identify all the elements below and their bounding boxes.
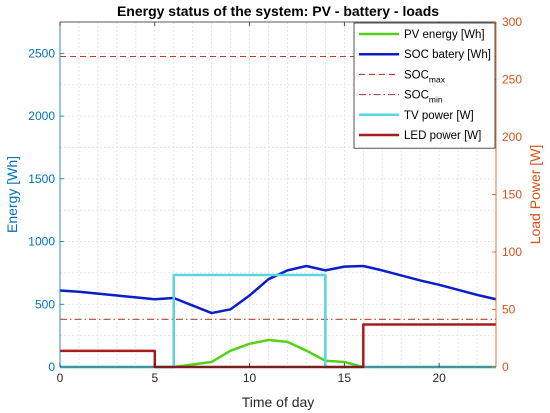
x-tick-label: 15: [338, 371, 352, 385]
series-line-tv: [60, 273, 496, 369]
y-right-tick-label: 300: [502, 15, 522, 29]
legend-label-pv: PV energy [Wh]: [404, 29, 485, 41]
y-left-tick-label: 2000: [28, 109, 55, 123]
x-tick-label: 20: [432, 371, 446, 385]
legend-label-tv: TV power [W]: [404, 110, 474, 122]
series-line-led: [60, 323, 496, 369]
y-right-tick-label: 250: [502, 73, 522, 87]
x-tick-label: 10: [243, 371, 257, 385]
y-right-tick-label: 150: [502, 188, 522, 202]
legend: PV energy [Wh]SOC batery [Wh]SOCmaxSOCmi…: [353, 22, 496, 149]
legend-label-soc: SOC batery [Wh]: [404, 49, 491, 61]
y-left-tick-label: 1000: [28, 235, 55, 249]
y-axis-left-label: Energy [Wh]: [4, 156, 20, 233]
y-left-tick-label: 500: [35, 297, 55, 311]
legend-label-subscript: min: [429, 95, 443, 105]
y-right-tick-label: 200: [502, 130, 522, 144]
x-tick-label: 0: [57, 371, 64, 385]
y-left-tick-label: 0: [48, 360, 55, 374]
legend-box: [353, 22, 496, 149]
x-tick-label: 5: [151, 371, 158, 385]
y-right-tick-label: 0: [502, 360, 509, 374]
y-left-tick-label: 1500: [28, 172, 55, 186]
x-axis-label: Time of day: [242, 394, 315, 410]
y-right-tick-label: 100: [502, 245, 522, 259]
axes: 0 5 10 15 2005001000150020002500050100150200…: [28, 15, 522, 385]
chart-title: Energy status of the system: PV - batter…: [117, 3, 439, 19]
legend-label-led: LED power [W]: [404, 130, 481, 142]
y-axis-right-label: Load Power [W]: [527, 145, 543, 245]
series-line-pv: [60, 338, 496, 369]
legend-label-subscript: max: [429, 74, 446, 84]
y-left-tick-label: 2500: [28, 46, 55, 60]
y-right-tick-label: 50: [502, 303, 516, 317]
